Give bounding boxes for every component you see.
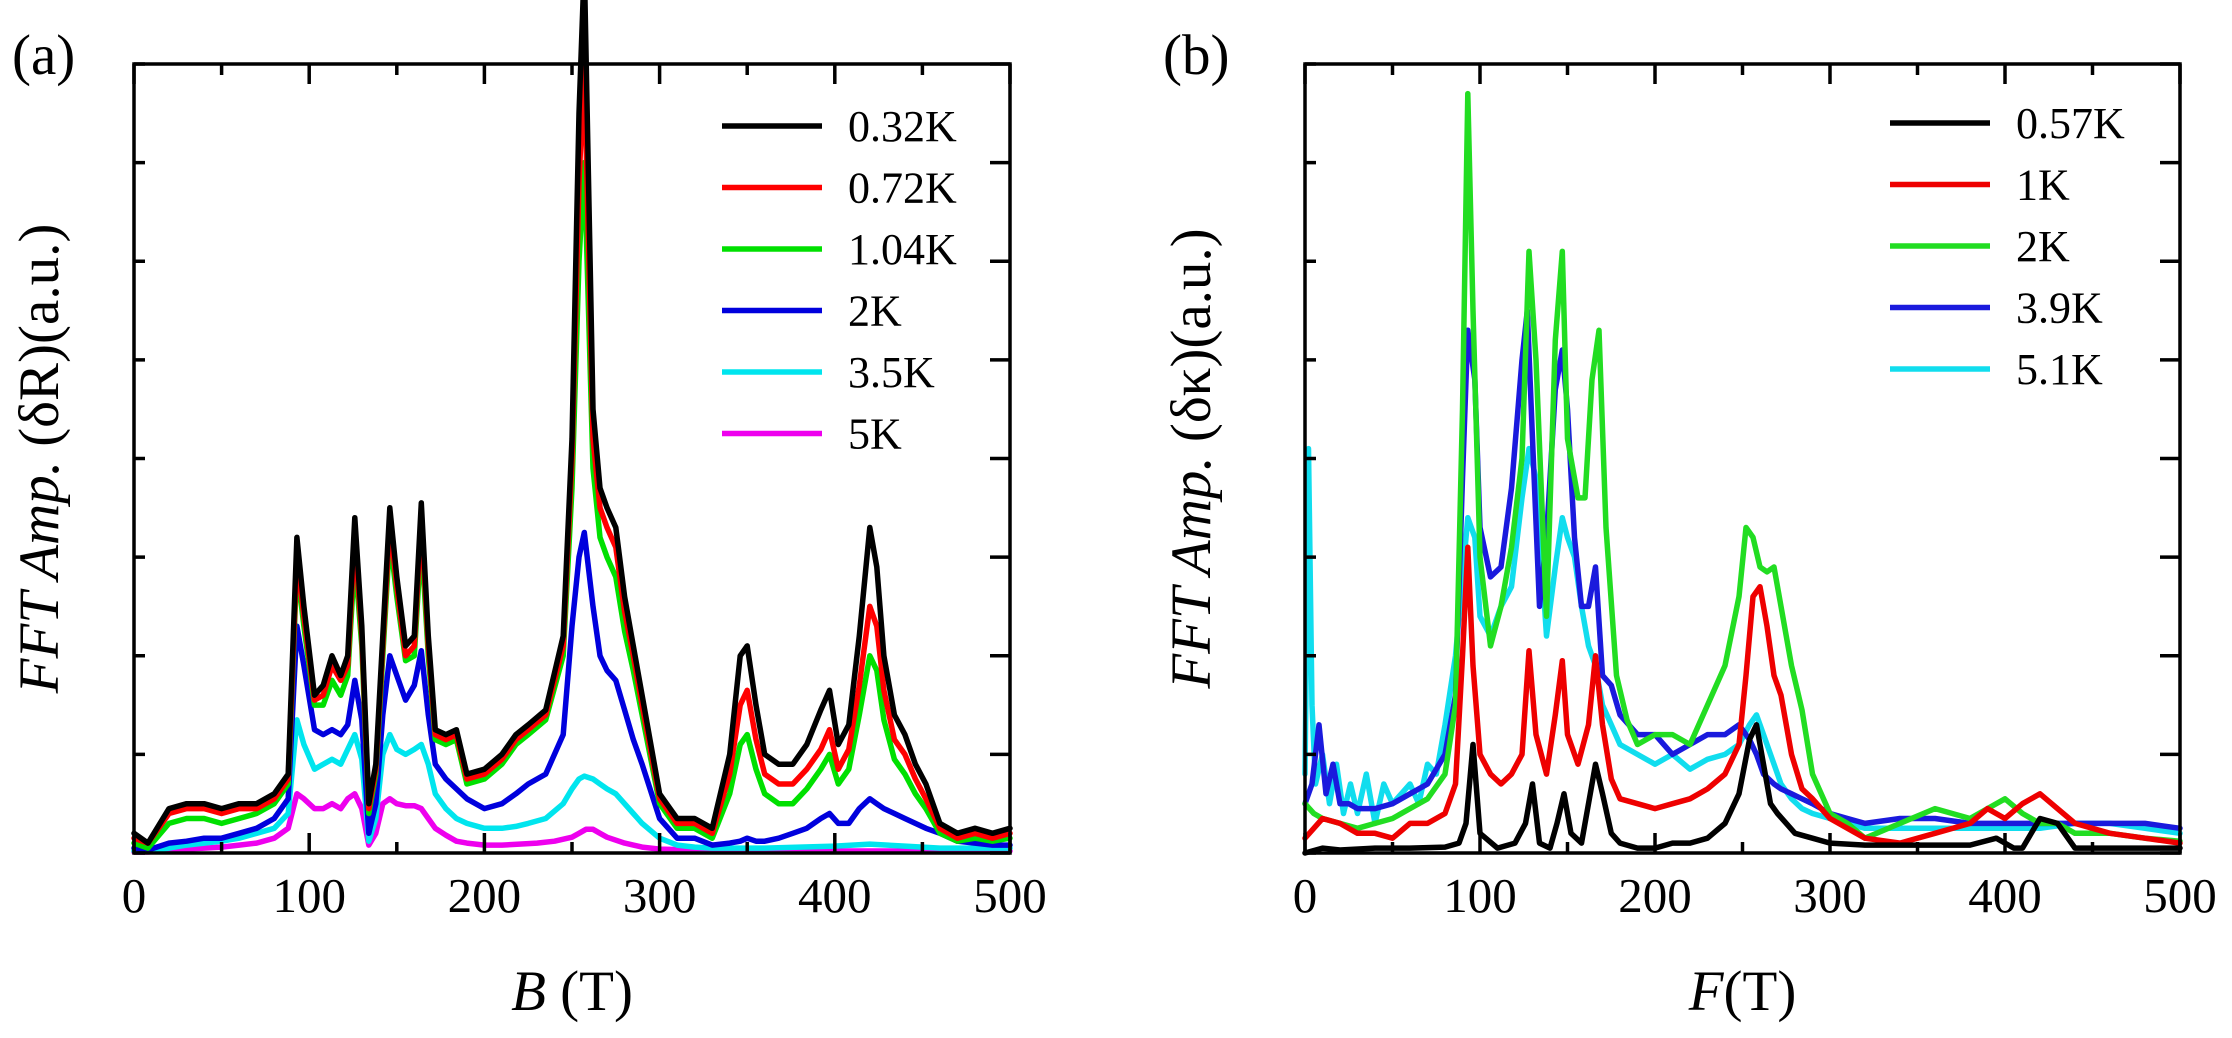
legend-label: 5K [848,410,902,459]
legend-label: 0.32K [848,102,957,151]
x-axis-title: B (T) [511,960,633,1023]
panel-label: (b) [1163,24,1229,87]
y-axis-title-italic: FFT Amp. [8,461,71,694]
legend-label: 0.57K [2016,99,2125,148]
panel-label: (a) [12,24,75,87]
y-axis-title: FFT Amp. (δκ)(a.u.) [1160,228,1223,689]
legend-label: 1K [2016,161,2070,210]
x-tick-label: 100 [1443,868,1517,923]
y-axis-title-italic: FFT Amp. [1160,456,1223,689]
x-axis-unit: (T) [546,960,633,1023]
y-axis-title-rest: (δR)(a.u.) [8,224,71,461]
x-tick-label: 400 [1968,868,2042,923]
x-tick-label: 500 [973,868,1047,923]
x-axis-title: F(T) [1688,960,1797,1023]
x-tick-label: 200 [448,868,522,923]
x-axis-variable: B [511,960,546,1023]
x-tick-label: 200 [1618,868,1692,923]
series-line-5K [131,791,1013,855]
series-line-2K [1302,90,2183,844]
x-tick-label: 100 [272,868,346,923]
x-tick-label: 300 [623,868,697,923]
x-tick-label: 0 [1293,868,1318,923]
legend-label: 2K [848,287,902,336]
x-tick-label: 0 [122,868,147,923]
legend-label: 3.5K [848,348,935,397]
legend: 0.32K 0.72K 1.04K 2K 3.5K 5K [722,102,957,459]
series-line-0.32K [131,0,1013,846]
y-axis-title-rest: (δκ)(a.u.) [1160,228,1223,456]
legend-label: 1.04K [848,225,957,274]
x-tick-label: 300 [1793,868,1867,923]
y-axis-title: FFT Amp. (δR)(a.u.) [8,224,71,695]
legend: 0.57K 1K 2K 3.9K 5.1K [1890,99,2125,394]
series-line-2K [131,529,1013,853]
series-line-3.5K [131,717,1013,854]
legend-label: 2K [2016,222,2070,271]
chart-panel-a: 0 100 200 300 400 500 B (T) FFT Amp. (δR)(a.u.)… [8,0,1047,1023]
x-tick-label: 400 [798,868,872,923]
legend-label: 5.1K [2016,345,2103,394]
x-axis-variable: F [1688,960,1725,1023]
x-tick-label: 500 [2143,868,2217,923]
x-axis-unit: (T) [1724,960,1797,1023]
series-line-3.9K [1302,307,2183,832]
legend-label: 3.9K [2016,284,2103,333]
legend-label: 0.72K [848,164,957,213]
series-line-1K [1302,544,2183,846]
